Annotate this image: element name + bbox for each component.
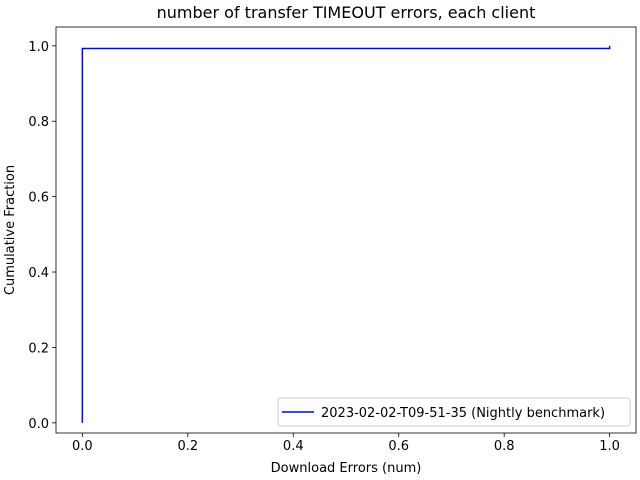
x-tick-label: 1.0 — [599, 439, 620, 454]
y-tick-label: 0.2 — [28, 341, 49, 356]
series-layer — [81, 45, 611, 423]
x-tick-label: 0.0 — [72, 439, 93, 454]
legend-label: 2023-02-02-T09-51-35 (Nightly benchmark) — [321, 406, 605, 421]
x-tick-label: 0.6 — [388, 439, 409, 454]
y-tick-label: 0.4 — [28, 266, 49, 281]
y-tick-label: 0.0 — [28, 417, 49, 432]
x-tick-label: 0.8 — [494, 439, 515, 454]
x-axis-ticks: 0.0 0.2 0.4 0.6 0.8 1.0 — [72, 433, 620, 454]
x-tick-label: 0.4 — [283, 439, 304, 454]
chart-title: number of transfer TIMEOUT errors, each … — [157, 3, 536, 22]
y-tick-label: 0.8 — [28, 115, 49, 130]
legend-box — [277, 397, 631, 427]
x-tick-label: 0.2 — [177, 439, 198, 454]
y-axis-ticks: 0.0 0.2 0.4 0.6 0.8 1.0 — [28, 40, 56, 432]
plot-area: 0.0 0.2 0.4 0.6 0.8 1.0 0.0 0.2 0.4 0.6 0.8 1.0 — [28, 26, 637, 454]
legend: 2023-02-02-T09-51-35 (Nightly benchmark) — [277, 397, 631, 427]
y-tick-label: 1.0 — [28, 40, 49, 55]
axes-frame — [55, 26, 637, 434]
series-line — [81, 45, 611, 423]
y-tick-label: 0.6 — [28, 191, 49, 206]
x-axis-label: Download Errors (num) — [271, 461, 422, 476]
y-axis-label: Cumulative Fraction — [3, 165, 18, 295]
